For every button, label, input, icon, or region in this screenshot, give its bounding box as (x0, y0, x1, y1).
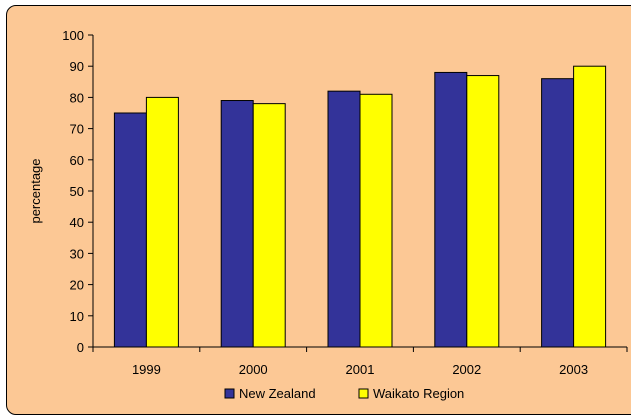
y-tick-label: 80 (70, 90, 84, 105)
y-tick-label: 0 (77, 340, 84, 355)
bar-new-zealand-2001 (327, 90, 361, 348)
x-tick-label: 2003 (559, 362, 588, 377)
x-tick-label: 1999 (132, 362, 161, 377)
bar-new-zealand-2002 (434, 71, 468, 348)
legend-label: Waikato Region (373, 386, 464, 401)
bars (113, 65, 607, 348)
bar-waikato-region-2002 (466, 75, 500, 348)
x-tick-label: 2002 (452, 362, 481, 377)
bar-chart: percentage 0 10 20 30 40 50 60 70 80 90 100 1999 20… (28, 28, 628, 401)
bar-waikato-region-1999 (145, 96, 179, 348)
bar-new-zealand-2003 (541, 78, 575, 348)
y-axis-ticks: 0 10 20 30 40 50 60 70 80 90 100 (62, 28, 93, 355)
x-tick-label: 2000 (239, 362, 268, 377)
bar-waikato-region-2001 (359, 93, 393, 348)
x-tick-label: 2001 (346, 362, 375, 377)
y-tick-label: 100 (62, 28, 84, 43)
y-tick-label: 20 (70, 278, 84, 293)
legend-swatch (358, 388, 369, 399)
y-tick-label: 70 (70, 122, 84, 137)
y-tick-label: 10 (70, 309, 84, 324)
bar-waikato-region-2000 (252, 103, 286, 348)
y-axis-title: percentage (28, 158, 43, 223)
y-tick-label: 50 (70, 184, 84, 199)
y-tick-label: 60 (70, 153, 84, 168)
legend-label: New Zealand (239, 386, 316, 401)
bar-new-zealand-2000 (220, 100, 254, 348)
legend: New Zealand Waikato Region (224, 386, 464, 401)
x-axis-ticks: 1999 2000 2001 2002 2003 (92, 347, 628, 377)
y-tick-label: 90 (70, 59, 84, 74)
y-tick-label: 40 (70, 215, 84, 230)
legend-swatch (224, 388, 235, 399)
bar-waikato-region-2003 (573, 65, 607, 348)
bar-new-zealand-1999 (113, 112, 147, 348)
y-tick-label: 30 (70, 246, 84, 261)
